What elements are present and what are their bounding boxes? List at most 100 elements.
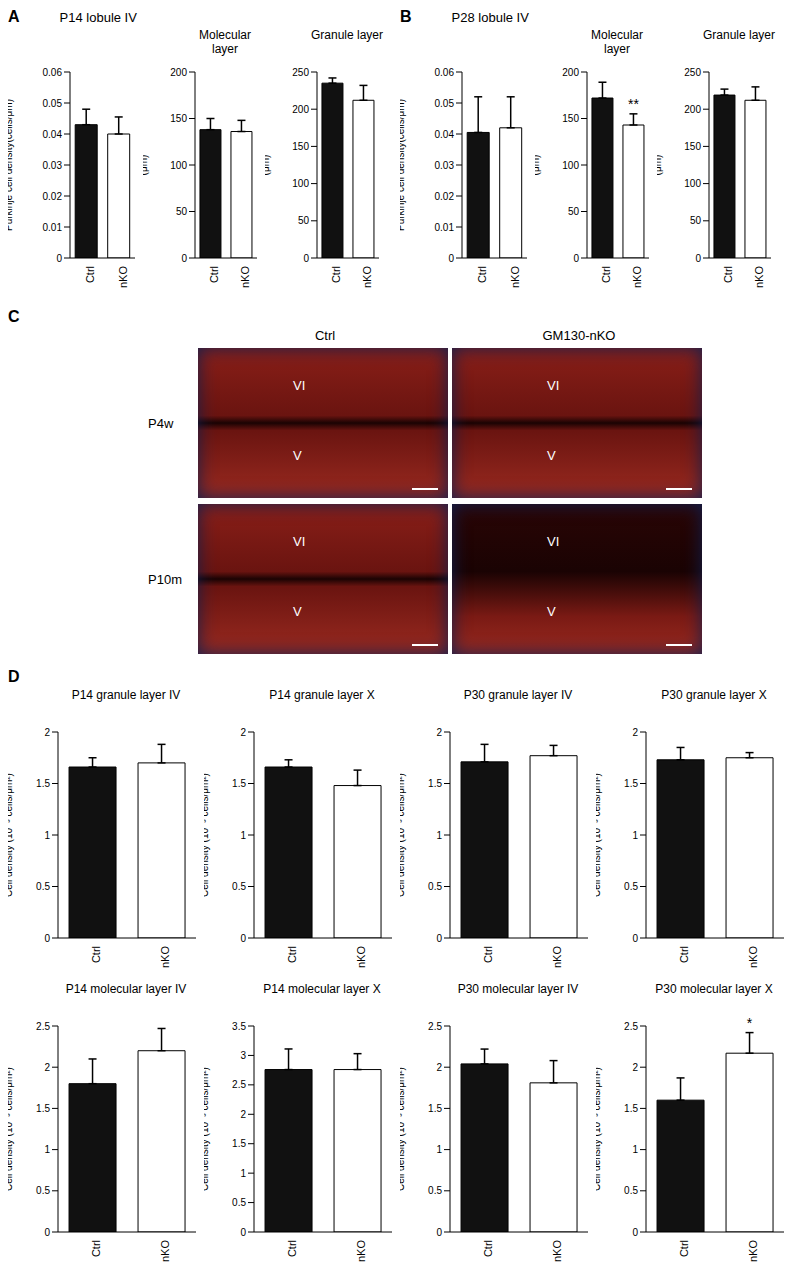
svg-text:1: 1 [44,1144,50,1155]
svg-text:nKO: nKO [355,1240,367,1262]
svg-text:0.05: 0.05 [435,98,455,109]
svg-text:(μm): (μm) [265,155,271,176]
svg-text:2: 2 [632,1062,638,1073]
svg-text:Ctrl: Ctrl [482,946,494,963]
svg-text:0.02: 0.02 [43,191,63,202]
svg-text:Ctrl: Ctrl [84,266,96,283]
svg-text:0.5: 0.5 [36,881,50,892]
svg-text:0.5: 0.5 [428,881,442,892]
svg-text:250: 250 [292,67,309,78]
svg-text:Ctrl: Ctrl [482,1240,494,1257]
svg-text:0: 0 [448,253,454,264]
svg-text:50: 50 [176,206,188,217]
svg-text:0: 0 [44,933,50,944]
svg-text:0.5: 0.5 [428,1185,442,1196]
svg-text:Ctrl: Ctrl [90,946,102,963]
svg-text:50: 50 [690,215,702,226]
svg-text:3: 3 [240,1050,246,1061]
svg-text:Purkinje cell density(cells/μm: Purkinje cell density(cells/μm) [400,99,406,231]
svg-text:1: 1 [44,830,50,841]
svg-text:2: 2 [240,1109,246,1120]
svg-text:nKO: nKO [631,266,643,288]
svg-text:Cell density (10⁻³ cells/μm²): Cell density (10⁻³ cells/μm²) [8,773,14,897]
svg-text:Ctrl: Ctrl [678,946,690,963]
svg-text:Cell density (10⁻³ cells/μm²): Cell density (10⁻³ cells/μm²) [8,1067,14,1191]
svg-text:Cell density (10⁻³ cells/μm²): Cell density (10⁻³ cells/μm²) [596,1067,602,1191]
svg-text:nKO: nKO [753,266,765,288]
svg-text:Cell density (10⁻³ cells/μm²): Cell density (10⁻³ cells/μm²) [596,773,602,897]
svg-text:nKO: nKO [747,1240,759,1262]
svg-text:0: 0 [695,253,701,264]
svg-text:Cell density (10⁻³ cells/μm²): Cell density (10⁻³ cells/μm²) [204,1067,210,1191]
svg-text:100: 100 [684,178,701,189]
svg-text:0.01: 0.01 [435,222,455,233]
svg-text:0.5: 0.5 [36,1185,50,1196]
svg-text:2: 2 [240,727,246,738]
svg-text:1: 1 [240,830,246,841]
svg-text:Ctrl: Ctrl [476,266,488,283]
svg-text:Ctrl: Ctrl [600,266,612,283]
svg-text:2: 2 [44,1062,50,1073]
svg-text:Purkinje cell density(cells/μm: Purkinje cell density(cells/μm) [8,99,14,231]
svg-text:0: 0 [436,1227,442,1238]
svg-text:2.5: 2.5 [36,1021,50,1032]
svg-text:nKO: nKO [355,946,367,968]
svg-text:0.5: 0.5 [624,881,638,892]
svg-text:Ctrl: Ctrl [208,266,220,283]
svg-text:100: 100 [562,160,579,171]
svg-text:nKO: nKO [117,266,129,288]
svg-text:0.01: 0.01 [43,222,63,233]
svg-text:1: 1 [436,830,442,841]
svg-text:1.5: 1.5 [232,1138,246,1149]
svg-text:nKO: nKO [239,266,251,288]
svg-text:200: 200 [684,104,701,115]
svg-text:200: 200 [292,104,309,115]
svg-text:0.04: 0.04 [435,129,455,140]
svg-text:Cell density (10⁻³ cells/μm²): Cell density (10⁻³ cells/μm²) [400,1067,406,1191]
svg-text:Cell density (10⁻³ cells/μm²): Cell density (10⁻³ cells/μm²) [204,773,210,897]
svg-text:1: 1 [240,1168,246,1179]
svg-text:2: 2 [632,727,638,738]
svg-text:0.02: 0.02 [435,191,455,202]
svg-text:Ctrl: Ctrl [678,1240,690,1257]
svg-text:0.5: 0.5 [232,881,246,892]
svg-text:nKO: nKO [551,946,563,968]
svg-text:nKO: nKO [159,946,171,968]
svg-text:Ctrl: Ctrl [286,1240,298,1257]
svg-text:1.5: 1.5 [36,778,50,789]
svg-text:50: 50 [568,206,580,217]
svg-text:0: 0 [573,253,579,264]
svg-text:0.5: 0.5 [624,1185,638,1196]
svg-text:1.5: 1.5 [624,778,638,789]
svg-text:0.06: 0.06 [435,67,455,78]
svg-text:100: 100 [170,160,187,171]
svg-text:3.5: 3.5 [232,1021,246,1032]
svg-text:Ctrl: Ctrl [286,946,298,963]
svg-text:2.5: 2.5 [624,1021,638,1032]
svg-text:0.05: 0.05 [43,98,63,109]
svg-text:nKO: nKO [747,946,759,968]
svg-text:nKO: nKO [159,1240,171,1262]
svg-text:Ctrl: Ctrl [90,1240,102,1257]
svg-text:50: 50 [298,215,310,226]
svg-text:0: 0 [436,933,442,944]
svg-text:1: 1 [632,1144,638,1155]
svg-text:200: 200 [562,67,579,78]
svg-text:1.5: 1.5 [232,778,246,789]
svg-text:0.06: 0.06 [43,67,63,78]
svg-text:0.03: 0.03 [435,160,455,171]
svg-text:1.5: 1.5 [428,1103,442,1114]
svg-text:(μm): (μm) [535,155,541,176]
svg-text:0: 0 [303,253,309,264]
svg-text:0: 0 [632,933,638,944]
svg-text:0.04: 0.04 [43,129,63,140]
svg-text:150: 150 [170,113,187,124]
svg-text:2.5: 2.5 [232,1079,246,1090]
svg-text:nKO: nKO [361,266,373,288]
svg-text:150: 150 [292,141,309,152]
svg-text:*: * [747,1015,753,1031]
svg-text:Ctrl: Ctrl [722,266,734,283]
svg-text:2: 2 [436,1062,442,1073]
svg-text:2.5: 2.5 [428,1021,442,1032]
svg-text:1.5: 1.5 [36,1103,50,1114]
